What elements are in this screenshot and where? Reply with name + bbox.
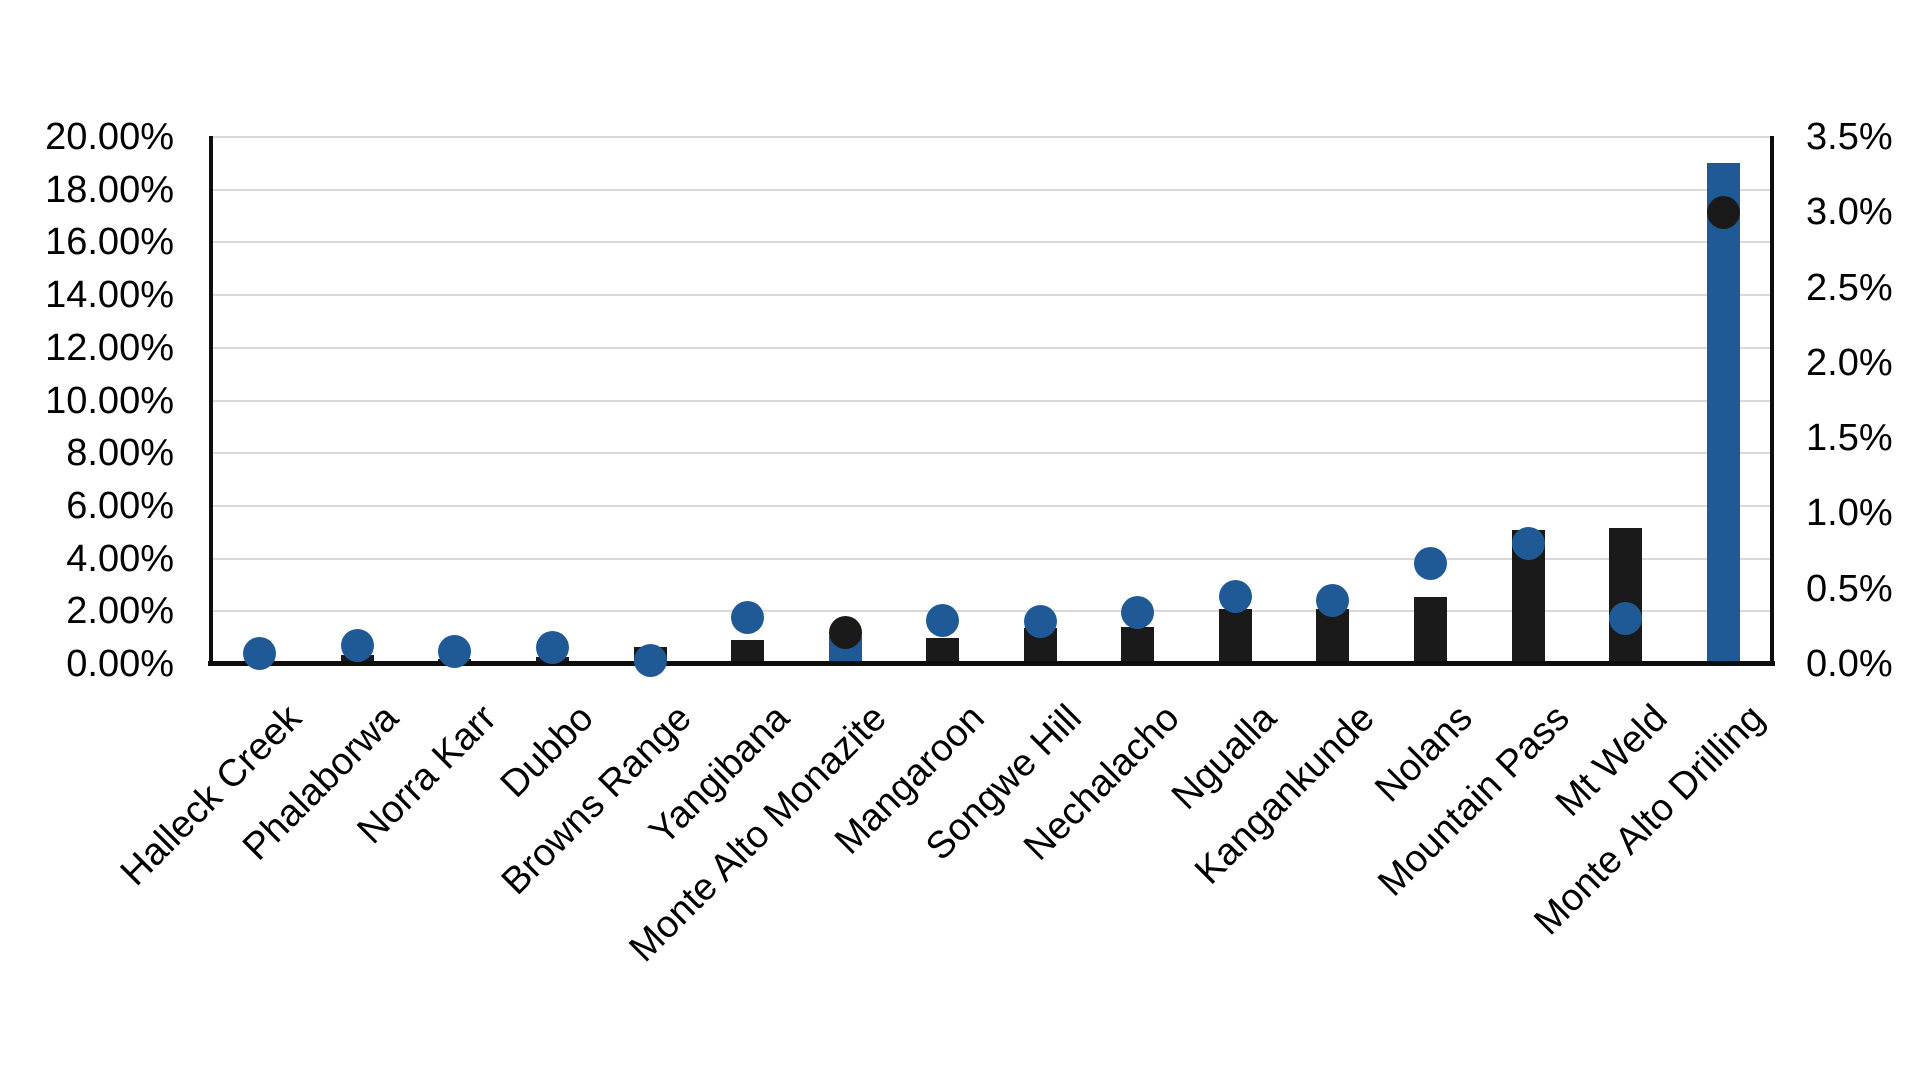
bar xyxy=(1706,163,1740,664)
left-axis-tick-label: 20.00% xyxy=(45,116,174,158)
data-point-dot xyxy=(438,635,472,669)
data-point-dot xyxy=(1511,527,1545,561)
right-axis-tick-label: 1.0% xyxy=(1806,492,1893,535)
left-axis-tick-label: 2.00% xyxy=(66,590,174,633)
right-axis-tick-label: 3.5% xyxy=(1806,116,1893,158)
gridline xyxy=(211,557,1772,560)
y-axis-line-right xyxy=(1770,136,1774,666)
right-axis-tick-label: 0.0% xyxy=(1806,643,1893,685)
left-axis-tick-label: 6.00% xyxy=(66,484,174,527)
gridline xyxy=(211,136,1772,138)
right-axis-tick-label: 1.5% xyxy=(1806,417,1893,460)
data-point-dot xyxy=(633,644,667,678)
data-point-dot xyxy=(1706,195,1740,229)
bar xyxy=(731,639,765,664)
bar xyxy=(1414,596,1448,664)
data-point-dot xyxy=(1316,584,1350,618)
bar xyxy=(1121,627,1155,664)
left-axis-tick-label: 10.00% xyxy=(45,379,174,422)
left-axis-tick-label: 8.00% xyxy=(66,432,174,475)
data-point-dot xyxy=(828,615,862,649)
gridline xyxy=(211,504,1772,507)
data-point-dot xyxy=(535,630,569,664)
gridline xyxy=(211,188,1772,191)
bar xyxy=(1609,528,1643,664)
left-axis-tick-label: 12.00% xyxy=(45,326,174,369)
data-point-dot xyxy=(340,629,374,663)
gridline xyxy=(211,399,1772,402)
gridline xyxy=(211,241,1772,244)
bar xyxy=(926,637,960,664)
x-axis-line xyxy=(208,661,1775,666)
plot-area xyxy=(208,136,1775,678)
left-axis-tick-label: 18.00% xyxy=(45,168,174,211)
data-point-dot xyxy=(1414,546,1448,580)
data-point-dot xyxy=(1609,602,1643,636)
right-axis-tick-label: 2.0% xyxy=(1806,341,1893,384)
data-point-dot xyxy=(1121,596,1155,630)
left-axis-tick-label: 14.00% xyxy=(45,274,174,317)
left-axis-tick-label: 0.00% xyxy=(66,643,174,685)
left-axis-tick-label: 4.00% xyxy=(66,537,174,580)
gridline xyxy=(211,294,1772,297)
data-point-dot xyxy=(731,600,765,634)
data-point-dot xyxy=(926,603,960,637)
left-axis-tick-label: 16.00% xyxy=(45,221,174,264)
right-axis-tick-label: 3.0% xyxy=(1806,191,1893,234)
right-axis-tick-label: 0.5% xyxy=(1806,567,1893,610)
data-point-dot xyxy=(243,636,277,670)
data-point-dot xyxy=(1218,579,1252,613)
right-axis-tick-label: 2.5% xyxy=(1806,266,1893,309)
bar xyxy=(1316,608,1350,664)
gridline xyxy=(211,452,1772,455)
gridline xyxy=(211,610,1772,613)
gridline xyxy=(211,346,1772,349)
data-point-dot xyxy=(1023,605,1057,639)
bar xyxy=(1218,608,1252,664)
y-axis-line-left xyxy=(209,136,213,666)
